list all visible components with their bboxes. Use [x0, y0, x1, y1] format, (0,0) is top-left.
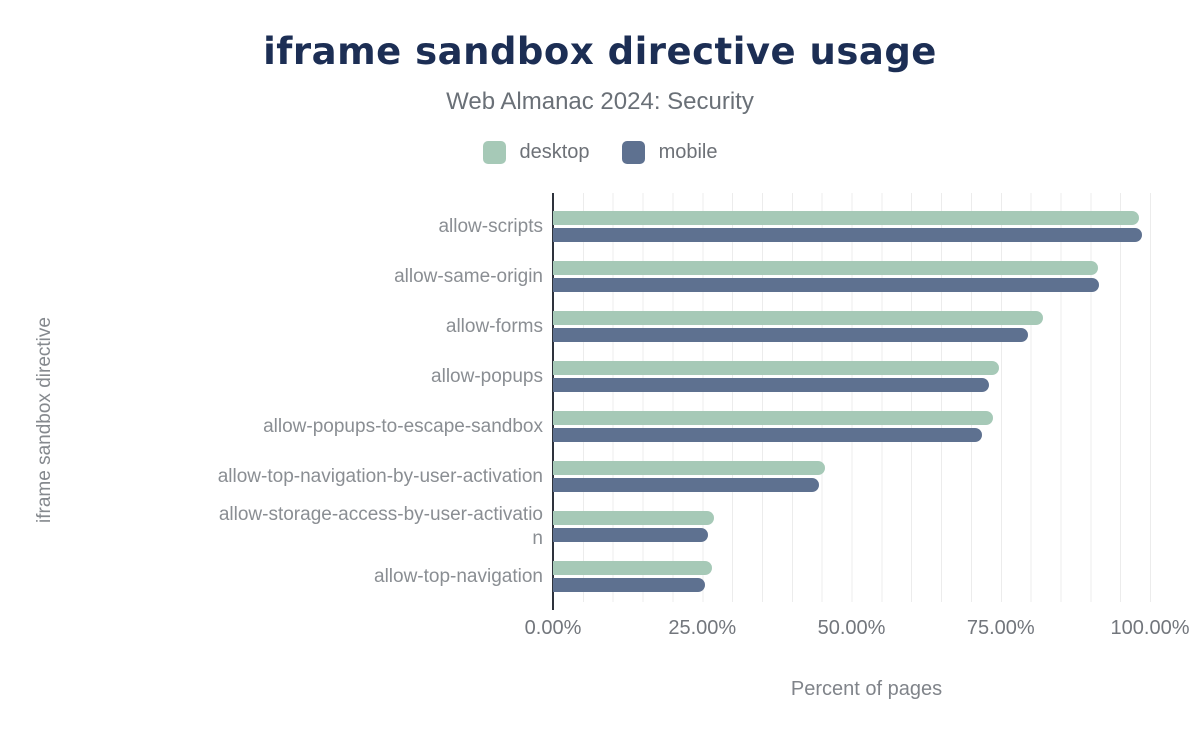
desktop-swatch-icon — [482, 141, 506, 164]
bar-desktop[interactable] — [553, 411, 993, 425]
x-axis-title: Percent of pages — [790, 678, 943, 700]
category-label: allow-scripts — [438, 215, 543, 237]
bar-desktop[interactable] — [553, 261, 1098, 275]
bar-mobile[interactable] — [553, 578, 706, 592]
chart-title: iframe sandbox directive usage — [263, 30, 937, 73]
mobile-swatch-icon — [621, 141, 645, 164]
y-axis-line — [552, 193, 554, 610]
bar-desktop[interactable] — [553, 361, 999, 375]
legend-item-desktop[interactable]: desktop — [482, 141, 590, 164]
x-tick-label: 50.00% — [817, 617, 886, 639]
bar-desktop[interactable] — [553, 311, 1043, 325]
chart-subtitle: Web Almanac 2024: Security — [446, 88, 754, 115]
y-axis-title: iframe sandbox directive — [34, 317, 55, 523]
category-label: allow-popups — [431, 365, 543, 387]
legend: desktop mobile — [0, 141, 1200, 164]
legend-item-mobile[interactable]: mobile — [621, 141, 718, 164]
bar-mobile[interactable] — [553, 378, 990, 392]
category-label: allow-storage-access-by-user-activatio n — [218, 503, 543, 549]
category-label: allow-popups-to-escape-sandbox — [263, 415, 543, 437]
plot-area — [552, 193, 1180, 610]
category-label: allow-same-origin — [394, 265, 543, 287]
x-tick-label: 0.00% — [524, 617, 582, 639]
bar-desktop[interactable] — [553, 211, 1140, 225]
x-tick-label: 100.00% — [1110, 617, 1190, 639]
category-label: allow-forms — [445, 315, 543, 337]
bar-mobile[interactable] — [553, 328, 1028, 342]
bar-mobile[interactable] — [553, 278, 1100, 292]
category-label: allow-top-navigation-by-user-activation — [217, 465, 543, 487]
bar-desktop[interactable] — [553, 461, 826, 475]
bar-mobile[interactable] — [553, 528, 708, 542]
legend-label-desktop: desktop — [519, 141, 590, 163]
bar-desktop[interactable] — [553, 511, 714, 525]
bar-desktop[interactable] — [553, 561, 713, 575]
bar-mobile[interactable] — [553, 228, 1143, 242]
bar-mobile[interactable] — [553, 428, 982, 442]
bar-mobile[interactable] — [553, 478, 819, 492]
legend-label-mobile: mobile — [658, 141, 718, 163]
category-label: allow-top-navigation — [374, 565, 543, 587]
x-tick-label: 25.00% — [668, 617, 737, 639]
x-tick-label: 75.00% — [966, 617, 1035, 639]
